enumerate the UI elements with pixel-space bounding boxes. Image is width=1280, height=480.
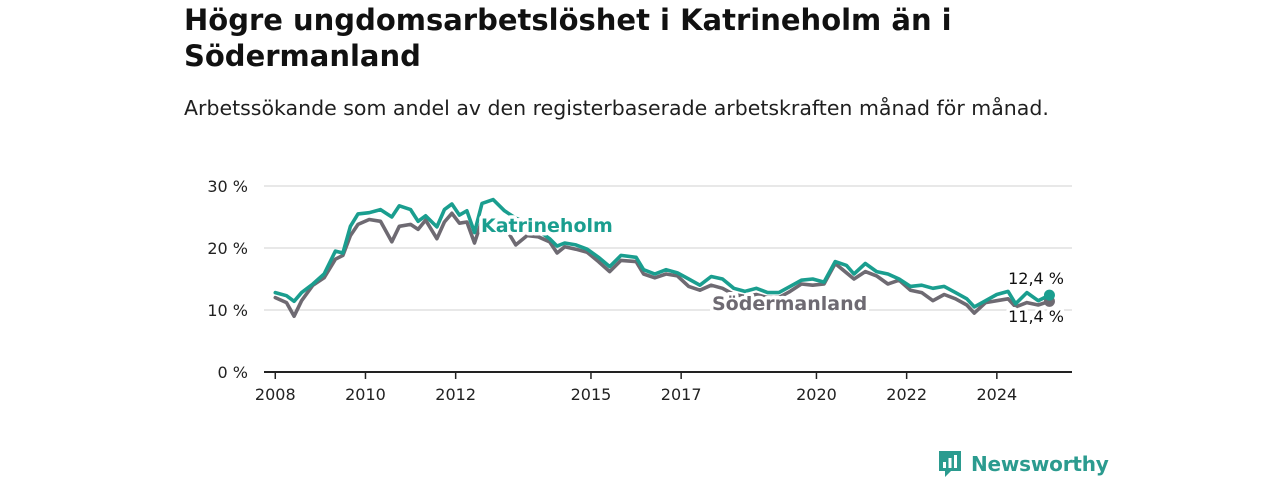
series-label-sodermanland-halo: Södermanland — [712, 293, 867, 315]
end-value-label-sodermanland: 11,4 % — [1008, 307, 1064, 326]
end-value-label-sodermanland-halo: 11,4 % — [1008, 307, 1064, 326]
x-tick-label: 2008 — [255, 385, 296, 404]
brand-name: Newsworthy — [971, 452, 1109, 476]
x-tick-label: 2024 — [976, 385, 1017, 404]
newsworthy-logo-icon — [939, 451, 961, 477]
newsworthy-brand: Newsworthy — [937, 448, 1109, 480]
chart-subtitle: Arbetssökande som andel av den registerb… — [184, 96, 1049, 120]
end-value-label-katrineholm-halo: 12,4 % — [1008, 269, 1064, 288]
series-lines — [273, 197, 1055, 318]
y-tick-label: 30 % — [207, 177, 248, 196]
x-tick-label: 2020 — [796, 385, 837, 404]
x-tick-label: 2012 — [435, 385, 476, 404]
grid-lines — [264, 185, 1072, 311]
line-chart: 0 % 10 % 20 % 30 % 2008 2010 2012 2015 2017 2020… — [207, 177, 1072, 404]
x-tick-label: 2015 — [571, 385, 612, 404]
x-axis: 2008 2010 2012 2015 2017 2020 2022 2024 — [255, 371, 1072, 404]
y-tick-label: 20 % — [207, 239, 248, 258]
y-tick-label: 0 % — [218, 363, 248, 382]
series-labels: KatrineholmKatrineholmSödermanlandSöderm… — [478, 212, 1068, 330]
chart-title: Högre ungdomsarbetslöshet i Katrineholm … — [184, 3, 952, 73]
y-axis-labels: 0 % 10 % 20 % 30 % — [207, 177, 248, 382]
series-line-katrineholm — [273, 197, 1052, 309]
x-tick-label: 2022 — [886, 385, 927, 404]
series-line-sodermanland — [273, 211, 1052, 318]
series-label-katrineholm-halo: Katrineholm — [481, 215, 613, 237]
x-tick-label: 2017 — [661, 385, 702, 404]
x-tick-label: 2010 — [345, 385, 386, 404]
series-end-point — [1043, 289, 1055, 301]
series-label-katrineholm: Katrineholm — [481, 215, 613, 237]
y-tick-label: 10 % — [207, 301, 248, 320]
series-label-sodermanland: Södermanland — [712, 293, 867, 315]
end-value-label-katrineholm: 12,4 % — [1008, 269, 1064, 288]
